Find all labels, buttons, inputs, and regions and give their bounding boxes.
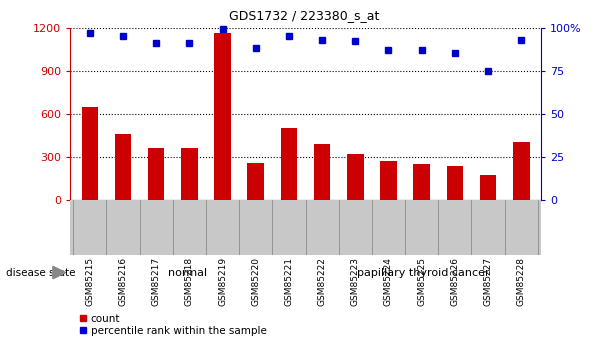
Bar xyxy=(247,164,264,200)
Bar xyxy=(347,154,364,200)
Bar xyxy=(513,142,530,200)
Text: normal: normal xyxy=(168,268,207,277)
Bar xyxy=(480,175,496,200)
Bar xyxy=(115,134,131,200)
Bar xyxy=(380,161,397,200)
Bar xyxy=(281,128,297,200)
Text: GDS1732 / 223380_s_at: GDS1732 / 223380_s_at xyxy=(229,9,379,22)
Bar xyxy=(413,164,430,200)
Bar xyxy=(214,33,231,200)
Bar xyxy=(148,148,165,200)
Text: disease state: disease state xyxy=(6,268,79,277)
Bar xyxy=(181,148,198,200)
Text: papillary thyroid cancer: papillary thyroid cancer xyxy=(357,268,489,277)
Bar xyxy=(314,144,330,200)
Legend: count, percentile rank within the sample: count, percentile rank within the sample xyxy=(75,309,271,340)
Bar xyxy=(81,107,98,200)
Bar xyxy=(446,166,463,200)
Polygon shape xyxy=(53,266,66,279)
